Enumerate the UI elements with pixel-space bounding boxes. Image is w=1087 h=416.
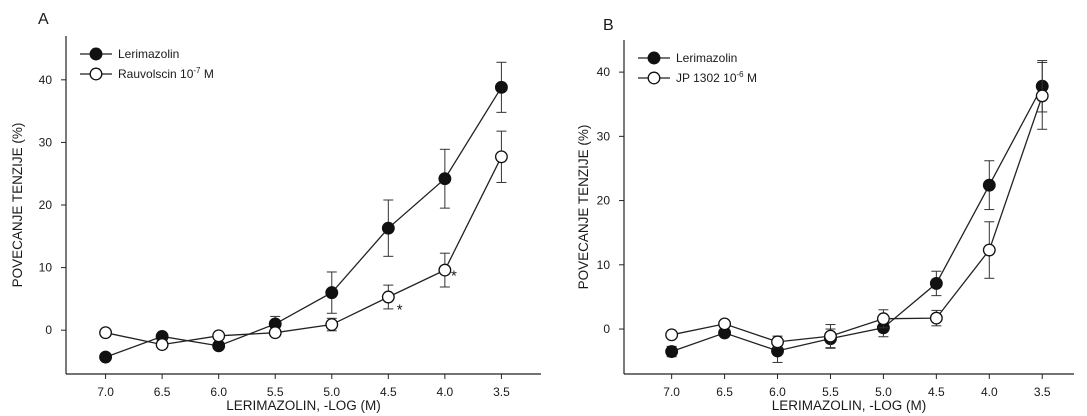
series-line xyxy=(671,95,1043,343)
y-tick-label: 40 xyxy=(597,65,611,79)
significance-star: * xyxy=(451,268,457,285)
x-tick-label: 6.5 xyxy=(154,385,171,399)
x-tick-label: 5.0 xyxy=(875,385,892,399)
x-axis-title: LERIMAZOLIN, -LOG (M) xyxy=(772,398,927,413)
x-tick-label: 4.5 xyxy=(380,385,397,399)
data-point-open xyxy=(929,311,943,325)
data-point-filled xyxy=(325,286,339,300)
x-tick-label: 7.0 xyxy=(663,385,680,399)
y-axis-title: POVECANJE TENZIJE (%) xyxy=(10,123,25,288)
data-point-filled xyxy=(929,276,943,290)
x-tick-label: 4.0 xyxy=(981,385,998,399)
data-point-open xyxy=(494,150,508,164)
series-2 xyxy=(99,130,508,352)
x-tick-label: 6.0 xyxy=(769,385,786,399)
panel-label: A xyxy=(38,11,49,28)
y-tick-label: 20 xyxy=(597,194,611,208)
data-point-filled xyxy=(438,172,452,186)
legend-marker-filled xyxy=(89,47,103,61)
x-tick-label: 6.0 xyxy=(210,385,227,399)
legend-entry: Lerimazolin xyxy=(638,51,737,65)
data-point-open xyxy=(155,338,169,352)
data-point-open xyxy=(876,312,890,326)
x-tick-label: 3.5 xyxy=(493,385,510,399)
y-tick-label: 20 xyxy=(39,198,53,212)
legend-label: Lerimazolin xyxy=(676,51,737,65)
data-point-filled xyxy=(99,350,113,364)
data-point-filled xyxy=(982,178,996,192)
x-tick-label: 4.5 xyxy=(928,385,945,399)
x-tick-label: 3.5 xyxy=(1034,385,1051,399)
data-point-open xyxy=(824,329,837,343)
data-point-open xyxy=(718,317,732,331)
data-point-filled xyxy=(381,221,395,235)
data-point-open xyxy=(665,328,679,342)
x-tick-label: 4.0 xyxy=(437,385,454,399)
series-2 xyxy=(665,61,1049,349)
data-point-open xyxy=(381,290,395,304)
y-tick-label: 0 xyxy=(45,323,52,337)
legend-marker-open xyxy=(647,71,661,85)
legend-marker-open xyxy=(89,67,103,81)
legend-marker-filled xyxy=(647,51,661,65)
legend-label: JP 1302 10-6 M xyxy=(676,70,757,85)
legend-entry: Rauvolscin 10-7 M xyxy=(80,66,214,81)
y-tick-label: 0 xyxy=(603,322,610,336)
x-tick-label: 5.5 xyxy=(822,385,839,399)
data-point-open xyxy=(268,326,282,340)
panel-b: B 0 10 20 30 40 7.0 6.5 6.0 5.5 5.0 4.5 4.0 3.5 LERIMA… xyxy=(576,17,1074,413)
significance-star: * xyxy=(397,302,403,319)
x-tick-label: 5.0 xyxy=(323,385,340,399)
series-1 xyxy=(665,60,1049,363)
y-tick-label: 40 xyxy=(39,73,53,87)
y-tick-label: 30 xyxy=(39,135,53,149)
series-line xyxy=(105,86,502,358)
data-point-filled xyxy=(494,80,508,94)
legend-label: Lerimazolin xyxy=(118,47,179,61)
y-tick-label: 10 xyxy=(39,261,53,275)
panel-label: B xyxy=(603,17,614,34)
data-point-open xyxy=(438,263,452,277)
y-tick-label: 30 xyxy=(597,129,611,143)
x-tick-label: 7.0 xyxy=(97,385,114,399)
legend-entry: Lerimazolin xyxy=(80,47,179,61)
y-tick-label: 10 xyxy=(597,258,611,272)
x-tick-label: 6.5 xyxy=(716,385,733,399)
x-tick-label: 5.5 xyxy=(267,385,284,399)
series-line xyxy=(671,85,1043,353)
data-point-open xyxy=(99,326,113,340)
panel-a: A 0 10 20 30 40 7.0 6.5 6.0 5.5 5.0 4.5 4.0 3.5 LERIMA… xyxy=(10,11,541,413)
data-point-open xyxy=(1035,89,1049,103)
series-1 xyxy=(99,61,508,364)
legend-entry: JP 1302 10-6 M xyxy=(638,70,757,85)
x-axis-title: LERIMAZOLIN, -LOG (M) xyxy=(226,398,381,413)
data-point-open xyxy=(325,318,339,332)
legend-label: Rauvolscin 10-7 M xyxy=(118,66,214,81)
data-point-filled xyxy=(665,345,679,358)
data-point-open xyxy=(771,335,784,349)
y-axis-title: POVECANJE TENZIJE (%) xyxy=(576,125,591,290)
data-point-open xyxy=(982,243,996,257)
data-point-open xyxy=(212,329,226,343)
series-line xyxy=(105,156,502,346)
